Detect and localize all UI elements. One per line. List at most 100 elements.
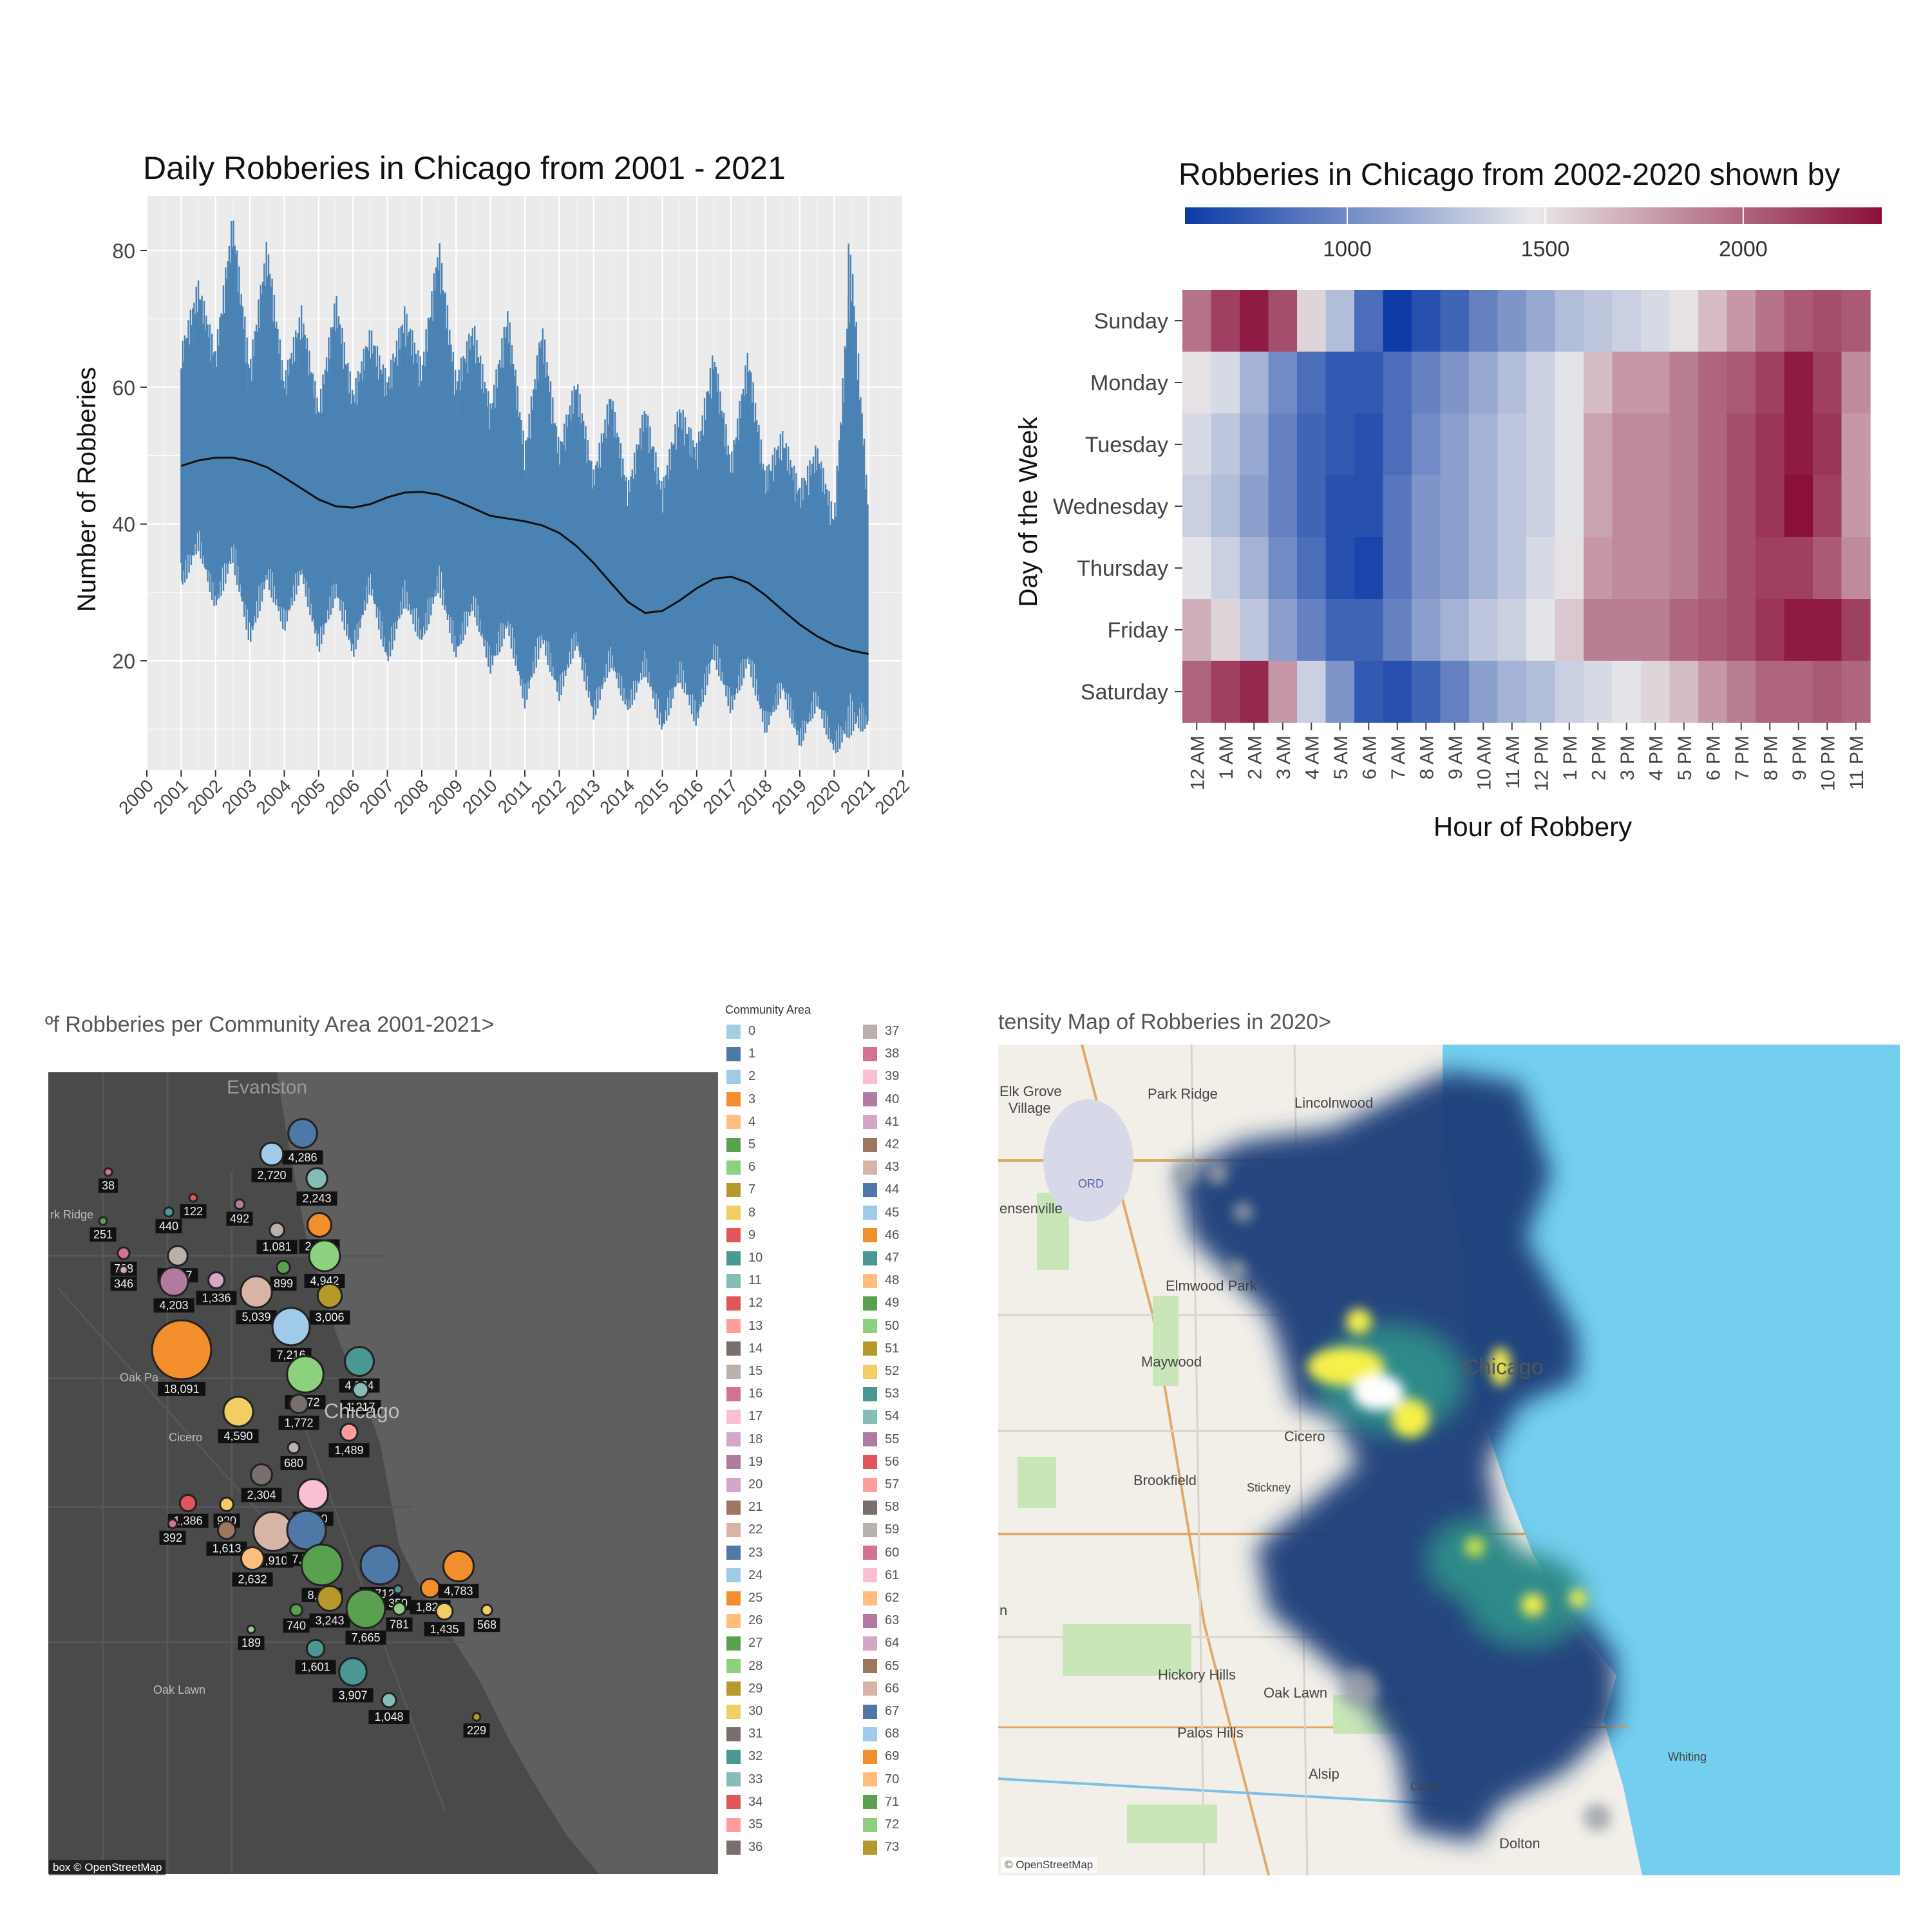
legend-item[interactable]: 14	[726, 1341, 762, 1356]
legend-item[interactable]: 54	[863, 1409, 899, 1424]
community-bubble[interactable]	[269, 1222, 285, 1238]
legend-item[interactable]: 57	[863, 1477, 899, 1492]
community-bubble[interactable]	[286, 1355, 325, 1394]
community-bubble[interactable]	[98, 1216, 108, 1226]
community-bubble[interactable]	[308, 1239, 341, 1273]
legend-item[interactable]: 36	[726, 1840, 762, 1855]
legend-item[interactable]: 48	[863, 1273, 899, 1288]
intensity-map[interactable]: Elk Grove Village Park Ridge Lincolnwood…	[998, 1045, 1900, 1875]
community-bubble[interactable]	[345, 1588, 386, 1629]
community-bubble[interactable]	[344, 1346, 375, 1377]
legend-item[interactable]: 18	[726, 1432, 762, 1447]
community-bubble[interactable]	[307, 1212, 332, 1238]
community-bubble[interactable]	[287, 1118, 318, 1149]
community-bubble[interactable]	[392, 1601, 407, 1616]
legend-item[interactable]: 49	[863, 1296, 899, 1311]
legend-item[interactable]: 28	[726, 1659, 762, 1674]
legend-item[interactable]: 20	[726, 1477, 762, 1492]
legend-item[interactable]: 16	[726, 1387, 762, 1401]
legend-item[interactable]: 32	[726, 1749, 762, 1764]
community-bubble[interactable]	[300, 1543, 344, 1587]
community-bubble[interactable]	[240, 1546, 265, 1571]
community-bubble[interactable]	[289, 1394, 309, 1414]
community-bubble[interactable]	[103, 1167, 113, 1177]
legend-item[interactable]: 62	[863, 1591, 899, 1605]
community-bubble[interactable]	[297, 1478, 329, 1510]
legend-item[interactable]: 19	[726, 1455, 762, 1470]
legend-item[interactable]: 10	[726, 1251, 762, 1265]
legend-item[interactable]: 53	[863, 1387, 899, 1401]
legend-item[interactable]: 40	[863, 1092, 899, 1107]
legend-item[interactable]: 46	[863, 1228, 899, 1243]
legend-item[interactable]: 61	[863, 1568, 899, 1583]
community-bubble-map[interactable]: 384,2862,7201224922,2434401,0812,9312517…	[0, 1043, 721, 1880]
legend-item[interactable]: 66	[863, 1681, 899, 1696]
legend-item[interactable]: 55	[863, 1432, 899, 1447]
community-bubble[interactable]	[178, 1493, 198, 1513]
legend-item[interactable]: 50	[863, 1319, 899, 1334]
legend-item[interactable]: 56	[863, 1455, 899, 1470]
community-bubble[interactable]	[352, 1381, 370, 1399]
community-bubble[interactable]	[289, 1603, 303, 1617]
legend-item[interactable]: 1	[726, 1046, 755, 1061]
community-bubble[interactable]	[480, 1604, 493, 1616]
community-bubble[interactable]	[338, 1657, 368, 1687]
legend-item[interactable]: 12	[726, 1296, 762, 1311]
legend-item[interactable]: 0	[726, 1024, 755, 1039]
legend-item[interactable]: 30	[726, 1704, 762, 1719]
community-bubble[interactable]	[316, 1585, 343, 1612]
community-bubble[interactable]	[442, 1549, 475, 1583]
legend-item[interactable]: 58	[863, 1500, 899, 1515]
legend-item[interactable]: 59	[863, 1522, 899, 1537]
community-bubble[interactable]	[151, 1319, 213, 1381]
community-bubble[interactable]	[419, 1577, 441, 1599]
community-bubble[interactable]	[471, 1712, 482, 1722]
legend-item[interactable]: 35	[726, 1817, 762, 1832]
legend-item[interactable]: 21	[726, 1500, 762, 1515]
legend-item[interactable]: 7	[726, 1182, 755, 1197]
community-bubble[interactable]	[271, 1307, 311, 1347]
community-bubble[interactable]	[393, 1584, 403, 1595]
legend-item[interactable]: 6	[726, 1160, 755, 1175]
community-bubble[interactable]	[305, 1638, 326, 1659]
legend-item[interactable]: 17	[726, 1409, 762, 1424]
community-bubble[interactable]	[216, 1520, 237, 1540]
legend-item[interactable]: 63	[863, 1613, 899, 1628]
legend-item[interactable]: 71	[863, 1795, 899, 1810]
legend-item[interactable]: 3	[726, 1092, 755, 1107]
community-bubble[interactable]	[163, 1206, 175, 1218]
legend-item[interactable]: 38	[863, 1046, 899, 1061]
community-bubble[interactable]	[207, 1271, 225, 1289]
legend-item[interactable]: 34	[726, 1795, 762, 1810]
legend-item[interactable]: 43	[863, 1160, 899, 1175]
legend-item[interactable]: 64	[863, 1636, 899, 1651]
legend-item[interactable]: 13	[726, 1319, 762, 1334]
community-bubble[interactable]	[158, 1266, 189, 1297]
community-bubble[interactable]	[339, 1423, 359, 1442]
legend-item[interactable]: 25	[726, 1591, 762, 1605]
community-bubble[interactable]	[287, 1441, 301, 1455]
community-bubble[interactable]	[246, 1624, 256, 1634]
legend-item[interactable]: 73	[863, 1840, 899, 1855]
legend-item[interactable]: 51	[863, 1341, 899, 1356]
legend-item[interactable]: 23	[726, 1546, 762, 1560]
legend-item[interactable]: 47	[863, 1251, 899, 1265]
legend-item[interactable]: 68	[863, 1727, 899, 1741]
community-bubble[interactable]	[188, 1193, 198, 1203]
legend-item[interactable]: 24	[726, 1568, 762, 1583]
legend-item[interactable]: 5	[726, 1137, 755, 1152]
legend-item[interactable]: 2	[726, 1069, 755, 1084]
legend-item[interactable]: 41	[863, 1115, 899, 1130]
community-bubble[interactable]	[167, 1245, 189, 1267]
legend-item[interactable]: 69	[863, 1749, 899, 1764]
legend-item[interactable]: 27	[726, 1636, 762, 1651]
community-bubble[interactable]	[259, 1141, 285, 1167]
legend-item[interactable]: 29	[726, 1681, 762, 1696]
community-bubble[interactable]	[316, 1282, 343, 1309]
legend-item[interactable]: 33	[726, 1772, 762, 1787]
community-bubble[interactable]	[381, 1692, 397, 1709]
legend-item[interactable]: 22	[726, 1522, 762, 1537]
legend-item[interactable]: 37	[863, 1024, 899, 1039]
legend-item[interactable]: 60	[863, 1546, 899, 1560]
legend-item[interactable]: 42	[863, 1137, 899, 1152]
